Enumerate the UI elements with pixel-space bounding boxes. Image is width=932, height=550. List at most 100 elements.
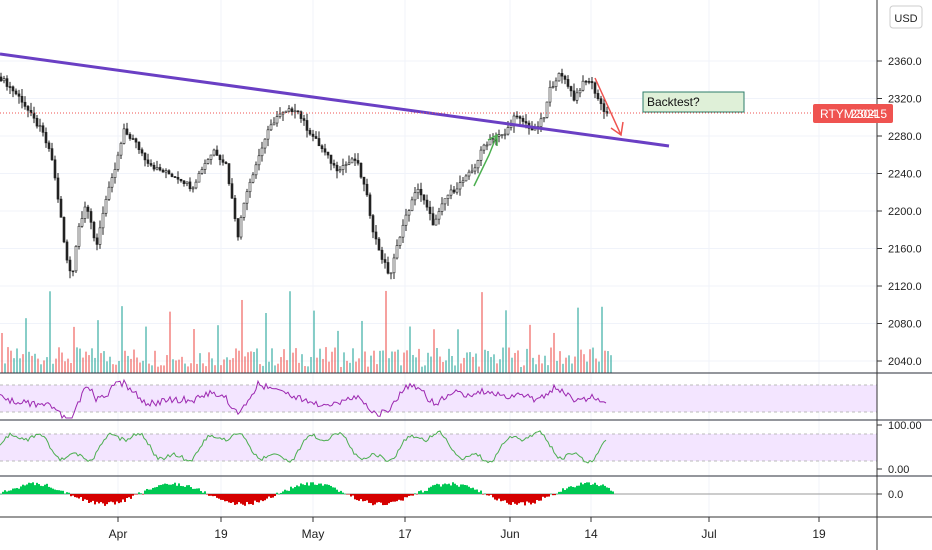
volume-bar [577, 307, 579, 373]
candle-body [491, 138, 495, 141]
osc3-bar [572, 486, 574, 494]
candle-body [194, 181, 198, 189]
volume-bar [376, 364, 378, 373]
candle-body [302, 118, 306, 121]
volume-bar [1, 333, 3, 373]
volume-bar [265, 313, 267, 373]
volume-bar [571, 363, 573, 373]
candle-body [470, 170, 474, 173]
volume-bar [337, 330, 339, 373]
candle-body [455, 188, 459, 193]
volume-bar [517, 350, 519, 373]
volume-bar [535, 364, 537, 373]
osc3-bar [24, 485, 26, 494]
candle-body [191, 187, 195, 190]
candle-body [0, 76, 3, 82]
annotation-box[interactable]: Backtest? [642, 91, 745, 113]
osc3-bar [330, 485, 332, 494]
volume-bar [352, 348, 354, 373]
candle-body [89, 211, 93, 223]
volume-bar [124, 350, 126, 373]
osc3-bar [518, 494, 520, 504]
candle-body [53, 159, 57, 179]
candle-body [59, 198, 63, 218]
osc3-bar [388, 494, 390, 504]
candle-body [101, 212, 105, 229]
candle-body [32, 112, 36, 119]
trendline[interactable] [0, 52, 670, 148]
candle-body [35, 117, 39, 127]
volume-bar [301, 354, 303, 373]
osc3-bar [464, 484, 466, 494]
osc3-bar [320, 483, 322, 494]
volume-bar [538, 354, 540, 373]
osc3-bar [334, 487, 336, 494]
osc3-bar [96, 494, 98, 502]
osc3-bar [66, 492, 68, 494]
price-tick-label: 2080.0 [888, 319, 922, 331]
osc3-bar [292, 488, 294, 494]
candle-body [443, 198, 447, 205]
osc3-bar [462, 484, 464, 494]
candle-body [260, 147, 264, 157]
volume-bar [46, 357, 48, 373]
candle-body [41, 125, 45, 133]
volume-bar [436, 348, 438, 373]
volume-bar [262, 365, 264, 373]
osc3-bar [212, 494, 214, 497]
candle-body [338, 169, 342, 172]
volume-bar [442, 361, 444, 373]
osc3-bar [298, 486, 300, 494]
volume-bar [481, 292, 483, 373]
volume-bar [64, 361, 66, 373]
osc3-bar [442, 484, 444, 494]
osc3-bar [38, 484, 40, 494]
osc3-bar [318, 483, 320, 494]
osc3-bar [356, 494, 358, 501]
candle-body [209, 154, 213, 160]
red-arrow-down[interactable] [594, 77, 622, 136]
volume-bar [331, 351, 333, 373]
osc3-bar [6, 491, 8, 494]
candle-body [437, 211, 441, 220]
osc3-bar [274, 494, 276, 497]
volume-bar [76, 347, 78, 373]
volume-bar [595, 358, 597, 373]
volume-bar [310, 357, 312, 373]
volume-bar [193, 329, 195, 373]
candle-body [368, 194, 372, 216]
last-price-label[interactable]: RTYM2021 2304.5 [813, 104, 893, 123]
osc3-bar [576, 485, 578, 494]
volume-bar [319, 348, 321, 373]
time-axis[interactable]: Apr 19 May 17 Jun 14 Jul 19 [0, 516, 932, 541]
volume-bar [532, 357, 534, 373]
price-tick-label: 2040.0 [888, 356, 922, 368]
osc3-bar [174, 482, 176, 494]
osc3-bar [400, 494, 402, 501]
volume-bar [496, 363, 498, 373]
osc3-bar [278, 493, 280, 495]
volume-bar [289, 291, 291, 373]
candle-body [140, 149, 144, 154]
volume-bar [10, 350, 12, 373]
candle-body [134, 138, 138, 143]
osc3-bar [584, 483, 586, 494]
candle-body [80, 218, 84, 227]
volume-bar [13, 358, 15, 373]
candle-body [254, 164, 258, 176]
candle-body [167, 170, 171, 175]
osc3-bar [228, 494, 230, 503]
volume-bar [430, 356, 432, 373]
currency-button[interactable]: USD [889, 5, 923, 29]
osc3-bar [46, 483, 48, 494]
price-axis[interactable]: 2360.0 2320.0 2280.0 2240.0 2200.0 2160.0 2120… [876, 0, 922, 550]
volume-bar [199, 353, 201, 373]
volume-bar [175, 360, 177, 373]
green-arrow-up[interactable] [473, 134, 498, 187]
candle-body [569, 86, 573, 92]
osc3-bar [288, 490, 290, 494]
osc3-bar [4, 490, 6, 494]
candle-body [332, 163, 336, 166]
volume-bar [136, 357, 138, 373]
candle-body [65, 241, 69, 261]
